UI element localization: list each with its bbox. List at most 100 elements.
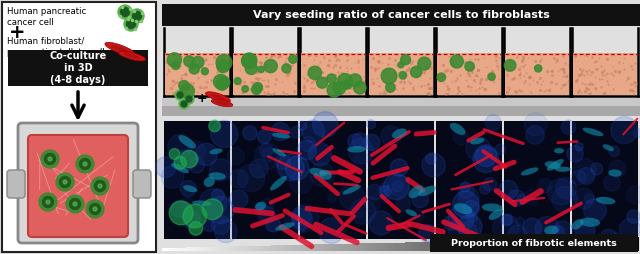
Circle shape (216, 78, 228, 90)
Bar (214, 247, 220, 251)
Bar (257, 246, 263, 251)
Circle shape (237, 164, 265, 192)
Circle shape (227, 148, 244, 165)
Circle shape (289, 55, 297, 63)
Circle shape (473, 147, 499, 172)
Circle shape (609, 146, 620, 156)
Circle shape (259, 143, 273, 157)
Bar (234, 246, 239, 251)
Circle shape (437, 73, 445, 82)
Ellipse shape (603, 144, 614, 151)
Circle shape (161, 166, 184, 188)
Bar (490, 240, 496, 251)
Circle shape (349, 74, 362, 87)
Circle shape (584, 194, 594, 203)
Bar (429, 242, 435, 251)
Bar (548, 239, 554, 251)
Circle shape (352, 133, 368, 149)
Circle shape (412, 209, 424, 221)
Circle shape (548, 179, 573, 205)
Circle shape (180, 197, 193, 210)
Circle shape (262, 198, 274, 211)
Circle shape (79, 158, 90, 169)
Circle shape (298, 121, 307, 130)
Ellipse shape (545, 161, 561, 169)
Circle shape (444, 216, 458, 230)
Circle shape (211, 215, 230, 234)
Circle shape (120, 8, 129, 17)
Bar (504, 121, 570, 239)
Circle shape (538, 179, 552, 193)
Circle shape (508, 225, 527, 244)
Circle shape (124, 17, 138, 31)
Bar (410, 242, 415, 251)
FancyBboxPatch shape (28, 135, 128, 237)
Circle shape (460, 182, 470, 192)
Circle shape (600, 229, 618, 247)
Circle shape (516, 217, 524, 226)
Circle shape (189, 64, 199, 74)
Circle shape (479, 184, 490, 194)
Ellipse shape (273, 148, 286, 157)
Circle shape (495, 144, 506, 154)
Bar (243, 246, 249, 251)
Circle shape (348, 139, 374, 164)
Bar (472, 241, 477, 251)
Ellipse shape (521, 167, 539, 176)
Circle shape (186, 205, 202, 221)
Ellipse shape (482, 203, 502, 212)
Bar (328, 244, 334, 251)
Bar (390, 243, 396, 251)
Circle shape (259, 207, 275, 224)
Circle shape (390, 159, 408, 176)
Bar (291, 245, 296, 251)
Bar (281, 245, 287, 251)
Circle shape (179, 99, 189, 109)
Circle shape (524, 113, 547, 136)
Bar (368, 121, 434, 239)
Circle shape (451, 55, 463, 68)
Bar (505, 240, 511, 251)
Circle shape (448, 205, 474, 231)
Circle shape (485, 115, 501, 131)
Circle shape (308, 66, 321, 80)
Circle shape (271, 122, 290, 141)
Circle shape (380, 186, 391, 197)
Ellipse shape (580, 218, 600, 227)
Bar (624, 237, 630, 251)
Bar (300, 245, 306, 251)
Ellipse shape (582, 128, 604, 136)
Bar (219, 247, 225, 251)
Circle shape (264, 59, 277, 73)
Bar (572, 121, 638, 239)
Circle shape (182, 211, 200, 229)
Ellipse shape (572, 219, 584, 230)
Bar (538, 239, 544, 251)
Circle shape (452, 191, 479, 218)
Bar (210, 247, 215, 251)
Bar (285, 245, 292, 251)
Bar (524, 240, 529, 251)
Ellipse shape (450, 123, 465, 135)
Bar (195, 247, 201, 251)
Bar (500, 240, 506, 251)
Ellipse shape (204, 177, 215, 187)
Circle shape (199, 189, 227, 216)
Circle shape (452, 220, 460, 229)
Circle shape (502, 214, 514, 226)
Bar (505, 53, 569, 95)
Bar (262, 246, 268, 251)
Ellipse shape (489, 209, 504, 220)
Bar (443, 242, 449, 251)
Circle shape (255, 143, 280, 169)
Circle shape (535, 216, 559, 241)
Bar (8, 50, 148, 86)
Circle shape (493, 215, 519, 241)
Circle shape (458, 183, 474, 198)
Bar (633, 237, 639, 251)
Bar (619, 237, 625, 251)
Bar (200, 247, 206, 251)
Circle shape (556, 178, 577, 198)
Circle shape (175, 90, 185, 100)
FancyBboxPatch shape (18, 123, 138, 243)
